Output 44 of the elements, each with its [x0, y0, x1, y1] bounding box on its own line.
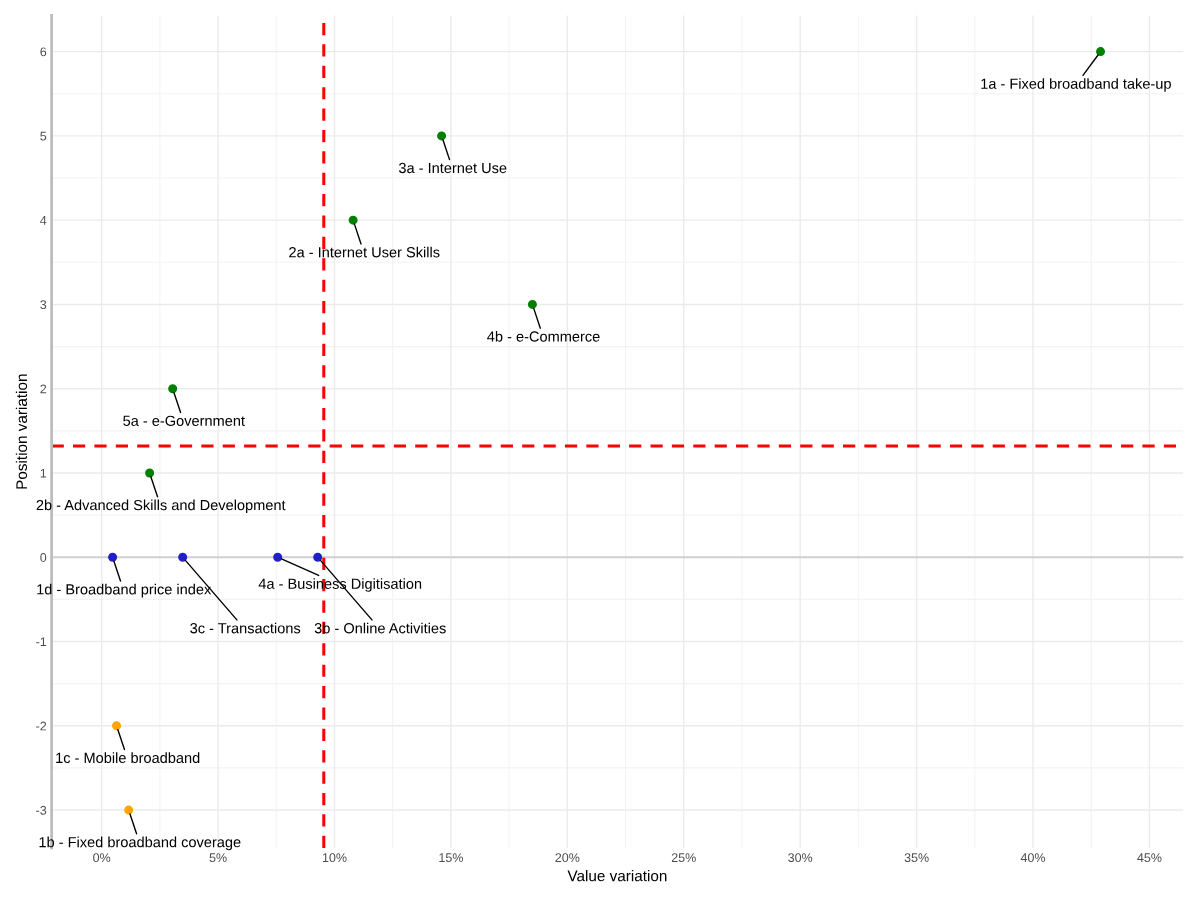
point [112, 721, 122, 731]
annotation: 2b - Advanced Skills and Development [36, 499, 286, 514]
y-tick-label: 6 [40, 47, 47, 57]
annotation: 1d - Broadband price index [37, 583, 212, 598]
point [1096, 47, 1106, 57]
y-tick-label: 4 [40, 216, 47, 225]
y-tick-label: -3 [36, 805, 47, 815]
point [527, 299, 537, 309]
point [273, 552, 283, 562]
annotation: 4b - e-Commerce [487, 330, 600, 342]
y-tick-label: 2 [40, 384, 47, 394]
point [437, 131, 447, 141]
annotation: 3c - Transactions [190, 622, 301, 634]
point [124, 805, 134, 815]
x-tick-label: 10% [322, 853, 347, 863]
y-tick-label: -1 [36, 637, 47, 647]
y-tick-label: 0 [40, 553, 47, 562]
annotation: 5a - e-Government [123, 415, 245, 426]
x-axis-title: Value variation [567, 870, 667, 882]
annotation: 3a - Internet Use [398, 162, 507, 174]
y-axis-title: Position variation [15, 374, 28, 489]
point [348, 215, 358, 225]
x-tick-label: 0% [93, 853, 111, 863]
annotation: 2a - Internet User Skills [289, 246, 440, 258]
point [178, 552, 188, 562]
point [108, 552, 118, 562]
point [313, 552, 323, 562]
y-tick-label: 3 [40, 300, 47, 310]
x-tick-label: 5% [209, 853, 227, 863]
x-tick-label: 25% [671, 853, 696, 863]
y-tick-label: 1 [40, 468, 47, 478]
point [145, 468, 155, 478]
point [168, 384, 178, 394]
x-tick-label: 20% [555, 853, 580, 863]
x-tick-label: 45% [1137, 853, 1162, 863]
x-tick-label: 30% [788, 853, 813, 863]
x-tick-label: 35% [904, 853, 929, 863]
annotation: 1a - Fixed broadband take-up [981, 78, 1171, 92]
y-tick-label: -2 [36, 721, 47, 731]
x-tick-label: 15% [439, 853, 463, 863]
annotation: 1c - Mobile broadband [56, 752, 200, 764]
y-tick-label: 5 [40, 131, 47, 141]
x-tick-label: 40% [1020, 853, 1046, 863]
annotation: 1b - Fixed broadband coverage [39, 836, 241, 851]
